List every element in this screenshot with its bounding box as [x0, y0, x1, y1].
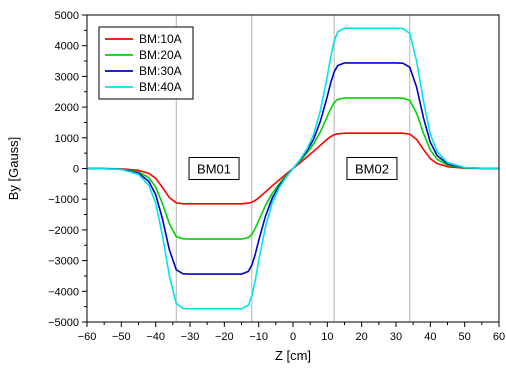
x-tick-label: −40	[146, 331, 165, 343]
x-tick-label: 60	[493, 331, 505, 343]
legend-label: BM:30A	[139, 64, 182, 78]
y-tick-label: 3000	[55, 71, 79, 83]
annotation-label: BM01	[197, 162, 231, 177]
x-tick-label: 10	[321, 331, 333, 343]
annotations: BM01 BM02	[188, 157, 398, 180]
legend-label: BM:20A	[139, 48, 182, 62]
y-tick-label: 2000	[55, 102, 79, 114]
x-tick-label: 0	[290, 331, 296, 343]
axes: −60 −50 −40 −30 −20 −10 0 10 20 30 40 50 60 −5000 −400…	[6, 10, 505, 363]
legend-label: BM:10A	[139, 32, 182, 46]
annotation-box	[346, 157, 398, 180]
annotation-box	[188, 157, 240, 180]
legend-label: BM:40A	[139, 80, 182, 94]
x-tick-label: 50	[459, 331, 471, 343]
series-line	[86, 27, 500, 310]
x-axis-title: Z [cm]	[275, 348, 311, 363]
y-tick-label: −3000	[48, 256, 79, 268]
reference-lines	[175, 15, 411, 322]
y-tick-label: −2000	[48, 225, 79, 237]
x-tick-label: 20	[356, 331, 368, 343]
x-tick-label: 30	[390, 331, 402, 343]
x-tick-label: −30	[181, 331, 200, 343]
y-tick-label: 4000	[55, 41, 79, 53]
y-tick-label: 5000	[55, 10, 79, 22]
y-axis-title: By [Gauss]	[6, 137, 21, 201]
legend: BM:10A BM:20A BM:30A BM:40A	[98, 26, 194, 100]
x-tick-label: −20	[215, 331, 234, 343]
y-tick-label: −1000	[48, 194, 79, 206]
x-tick-label: −50	[112, 331, 131, 343]
y-tick-label: 1000	[55, 133, 79, 145]
annotation-label: BM02	[355, 162, 389, 177]
y-tick-label: −5000	[48, 317, 79, 329]
x-tick-label: 40	[424, 331, 436, 343]
series-layer	[86, 27, 500, 310]
x-tick-label: −10	[249, 331, 268, 343]
y-tick-label: −4000	[48, 286, 79, 298]
y-tick-label: 0	[73, 164, 79, 176]
x-tick-label: −60	[78, 331, 97, 343]
